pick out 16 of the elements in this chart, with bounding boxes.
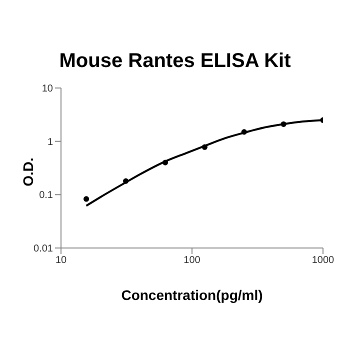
point <box>241 129 247 135</box>
point <box>202 144 208 150</box>
point <box>162 160 168 166</box>
point <box>280 121 286 127</box>
chart-title: Mouse Rantes ELISA Kit <box>58 50 292 73</box>
x-tick-label: 100 <box>184 255 201 266</box>
y-tick-label: 0.01 <box>34 244 54 255</box>
point <box>123 178 129 184</box>
x-axis-title: Concentration(pg/ml) <box>120 287 264 303</box>
y-tick-label: 10 <box>42 84 54 95</box>
x-tick-label: 1000 <box>312 255 335 266</box>
y-axis-title: O.D. <box>20 158 36 186</box>
x-tick-label: 10 <box>55 255 67 266</box>
y-tick-label: 0.1 <box>39 190 54 202</box>
y-tick-label: 1 <box>47 136 54 148</box>
point <box>84 196 90 202</box>
